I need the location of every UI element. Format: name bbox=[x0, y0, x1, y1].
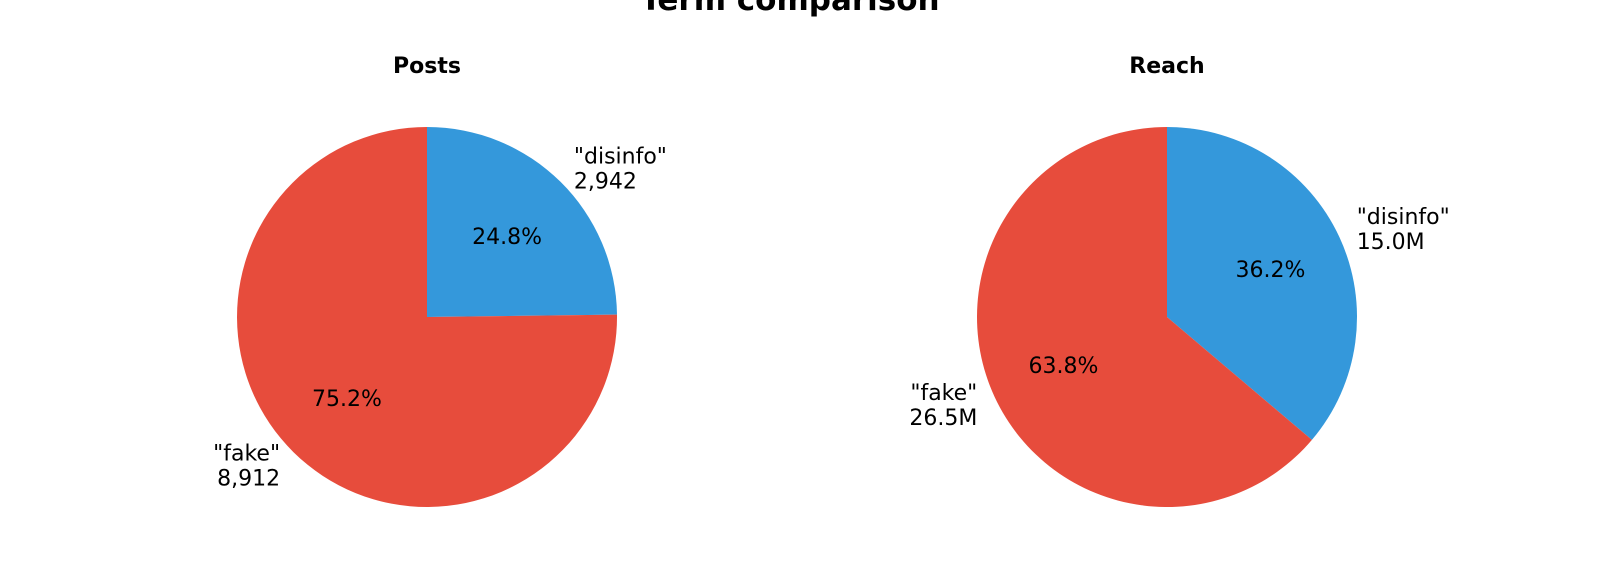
slice-value-disinfo: 15.0M bbox=[1357, 230, 1425, 255]
slice-percent-disinfo: 24.8% bbox=[472, 225, 542, 250]
pie-title-reach: Reach bbox=[1129, 54, 1204, 79]
pie-slice-disinfo bbox=[1167, 127, 1358, 440]
figure-title: Term comparison bbox=[640, 0, 940, 18]
pie-title-posts: Posts bbox=[393, 54, 461, 79]
pie-slice-disinfo bbox=[427, 127, 617, 317]
pie-reach: Reach "disinfo" 15.0M 36.2% "fake" 26.5M 63.8% bbox=[909, 54, 1450, 507]
slice-label-disinfo: "disinfo" 2,942 bbox=[574, 144, 667, 194]
slice-label-disinfo: "disinfo" 15.0M bbox=[1357, 205, 1450, 255]
pie-posts: Posts "disinfo" 2,942 24.8% "fake" 8,912 75.2% bbox=[213, 54, 667, 507]
slice-value-disinfo: 2,942 bbox=[574, 169, 637, 194]
pie-slice-fake bbox=[977, 127, 1312, 507]
slice-percent-fake: 75.2% bbox=[312, 387, 382, 412]
slice-percent-disinfo: 36.2% bbox=[1236, 258, 1306, 283]
slice-percent-fake: 63.8% bbox=[1029, 354, 1099, 379]
pie-slice-fake bbox=[237, 127, 618, 507]
slice-label-fake: "fake" 26.5M bbox=[909, 381, 977, 431]
slice-label-fake: "fake" 8,912 bbox=[213, 442, 280, 492]
slice-value-fake: 8,912 bbox=[217, 467, 280, 492]
slice-value-fake: 26.5M bbox=[909, 406, 977, 431]
